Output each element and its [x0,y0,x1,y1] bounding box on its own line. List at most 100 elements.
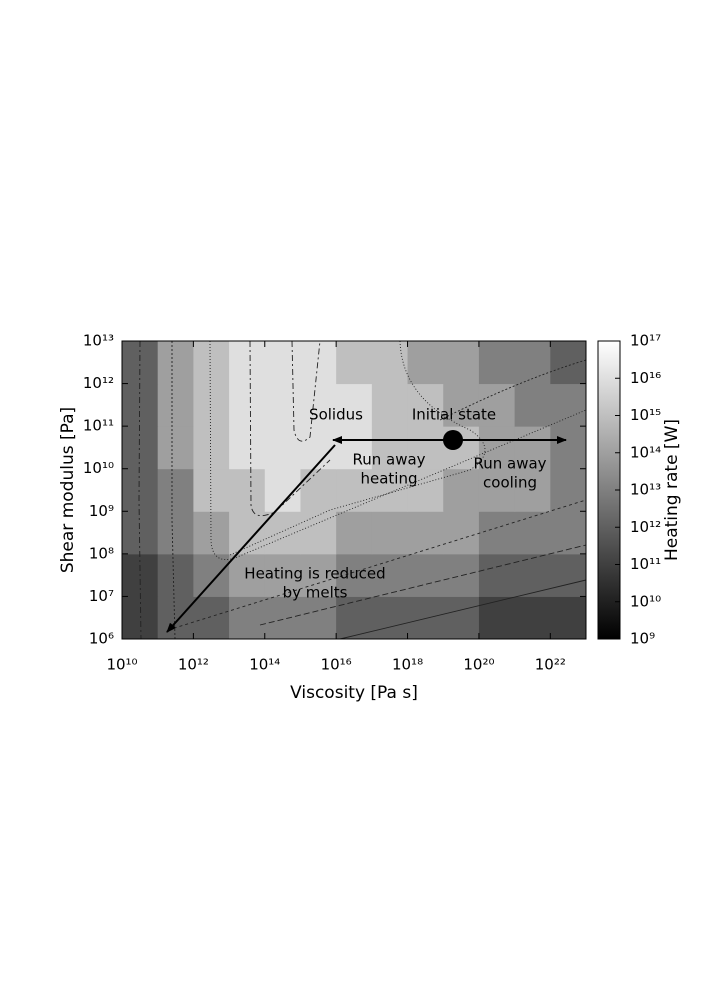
heatmap-cell [407,341,444,385]
heatmap-cell [157,468,194,512]
heatmap-cell [514,341,551,385]
heatmap-cell [407,468,444,512]
arrow [166,444,336,633]
heatmap-cell [514,553,551,597]
heatmap-cell [157,596,194,640]
x-tick-label: 10²² [535,656,566,674]
colorbar-tick-label: 10⁹ [630,630,655,648]
heatmap-cell [371,468,409,512]
heatmap-cell [264,383,301,427]
colorbar-label: Heating rate [W] [662,419,682,561]
heatmap-cell [550,596,587,640]
heatmap-cell [193,383,230,427]
heatmap-cell [407,553,444,597]
overlay: Solidus Initial state Run away heating R… [138,340,587,640]
heatmap-cell [229,426,266,470]
heatmap [122,341,587,640]
x-tick-label: 10²⁰ [463,656,494,674]
heatmap-cell [193,596,230,640]
heatmap-cell [122,468,159,512]
colorbar-tick-label: 10¹² [630,518,661,536]
heatmap-cell [229,596,266,640]
heatmap-cell [478,511,516,555]
plot-frame [121,340,587,640]
x-tick-label: 10¹⁴ [249,656,280,674]
annotation: by melts [283,584,348,602]
heatmap-cell [157,383,194,427]
colorbar-tick-label: 10¹³ [630,481,661,499]
annotation: Solidus [309,406,363,424]
heatmap-cell [157,341,194,385]
heatmap-cell [550,341,587,385]
heatmap-cell [300,341,337,385]
heatmap-cell [478,553,516,597]
contour [167,499,587,631]
heatmap-cell [407,596,444,640]
heatmap-cell [229,468,266,512]
annotation: Run away [352,451,425,469]
heatmap-cell [550,511,587,555]
heatmap-cell [193,341,230,385]
y-tick-label: 10⁸ [89,544,114,562]
heatmap-cell [336,511,373,555]
heatmap-cell [336,468,373,512]
heatmap-cell [300,468,337,512]
annotation: heating [360,470,417,488]
heatmap-cell [229,553,266,597]
heatmap-cell [371,426,409,470]
heatmap-cell [443,511,480,555]
heatmap-cell [300,511,337,555]
colorbar-tick-label: 10¹¹ [630,555,661,573]
heatmap-cell [550,553,587,597]
heatmap-cell [264,596,301,640]
initial-state-dot [443,430,463,450]
heatmap-cell [371,511,409,555]
heatmap-cell [122,341,159,385]
heatmap-cell [229,383,266,427]
heatmap-cell [478,383,516,427]
heatmap-cell [550,468,587,512]
x-tick-label: 10¹⁶ [321,656,352,674]
heatmap-cell [300,596,337,640]
heatmap-cell [550,426,587,470]
y-tick-label: 10¹³ [83,332,114,350]
heatmap-cell [122,426,159,470]
heatmap-cell [264,553,301,597]
heatmap-cell [407,511,444,555]
heatmap-cell [229,341,266,385]
colorbar-tick-label: 10¹⁰ [630,592,661,610]
heatmap-cell [300,553,337,597]
heatmap-cell [443,468,480,512]
heatmap-cell [514,468,551,512]
heatmap-cell [478,596,516,640]
y-tick-label: 10⁷ [89,587,114,605]
contour [439,359,587,421]
y-tick-label: 10¹¹ [83,417,114,435]
annotation: cooling [483,474,537,492]
heatmap-cell [514,511,551,555]
colorbar-tick-label: 10¹⁵ [630,406,661,424]
heatmap-cell [122,383,159,427]
heatmap-cell [371,596,409,640]
heatmap-cell [443,596,480,640]
heatmap-cell [300,383,337,427]
heatmap-cell [193,553,230,597]
heatmap-cell [407,426,444,470]
y-tick-label: 10¹⁰ [83,459,114,477]
heatmap-cell [514,596,551,640]
heatmap-cell [514,383,551,427]
heatmap-cell [336,426,373,470]
annotation: Initial state [412,406,496,424]
y-tick-label: 10⁶ [89,630,114,648]
colorbar-tick-label: 10¹⁴ [630,443,661,461]
heatmap-cell [264,341,301,385]
heatmap-cell [371,341,409,385]
y-tick-label: 10⁹ [89,502,114,520]
y-tick-label: 10¹² [83,374,114,392]
contour [249,340,331,517]
annotation: Run away [473,455,546,473]
heatmap-cell [407,383,444,427]
x-tick-label: 10¹⁸ [392,656,423,674]
